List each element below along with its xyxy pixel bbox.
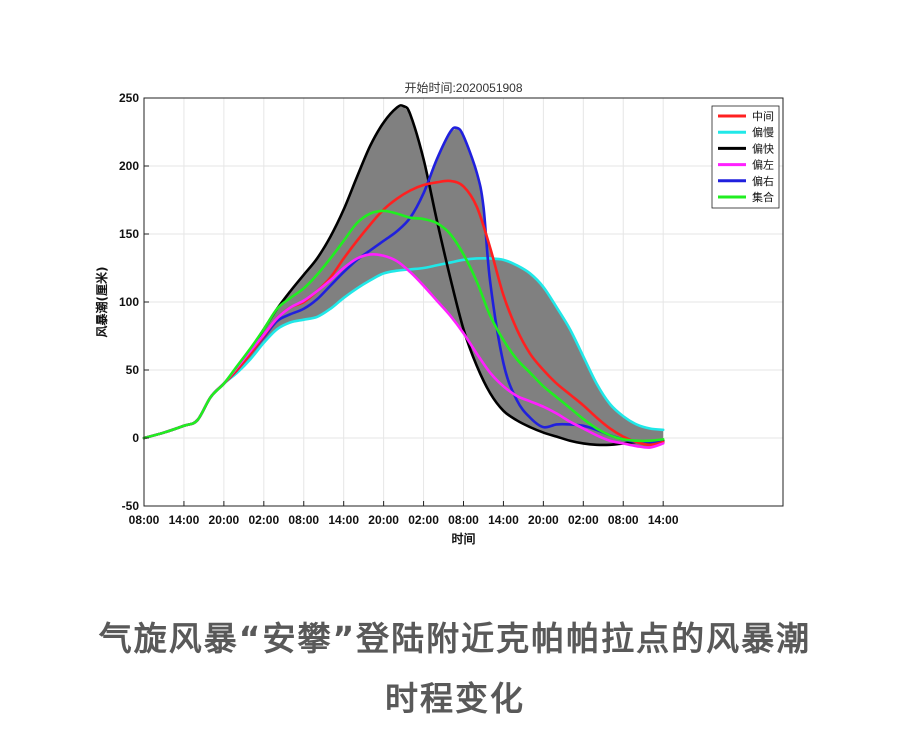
y-tick-label: -50 bbox=[122, 499, 140, 513]
plot-area bbox=[142, 104, 665, 449]
x-axis-label: 时间 bbox=[451, 531, 475, 546]
x-tick-label: 20:00 bbox=[528, 513, 559, 527]
x-tick-label: 14:00 bbox=[328, 513, 359, 527]
legend-box bbox=[711, 105, 780, 209]
y-tick-label: 250 bbox=[119, 91, 139, 105]
x-tick-label: 08:00 bbox=[448, 513, 479, 527]
legend-label: 中间 bbox=[752, 110, 774, 123]
x-tick-label: 08:00 bbox=[129, 513, 160, 527]
axis-ticks: -50 0 50 100 150 200 250 08:00 14:00 20:00 02:00 08… bbox=[119, 91, 679, 527]
y-tick-label: 150 bbox=[119, 227, 139, 241]
legend-label: 集合 bbox=[752, 190, 774, 204]
series-line-1 bbox=[142, 257, 665, 440]
y-tick-label: 200 bbox=[119, 159, 139, 173]
caption-line-2: 时程变化 bbox=[385, 679, 525, 718]
legend-label: 偏慢 bbox=[752, 125, 774, 139]
series-lines bbox=[142, 104, 665, 449]
storm-surge-chart: -50 0 50 100 150 200 250 08:00 14:00 20:00 02:00 08… bbox=[94, 81, 784, 546]
x-tick-label: 14:00 bbox=[648, 513, 679, 527]
x-tick-label: 08:00 bbox=[288, 513, 319, 527]
series-line-0 bbox=[142, 179, 665, 447]
x-tick-label: 02:00 bbox=[568, 513, 599, 527]
x-tick-label: 14:00 bbox=[169, 513, 200, 527]
y-tick-label: 0 bbox=[132, 431, 139, 445]
x-tick-label: 08:00 bbox=[608, 513, 639, 527]
ensemble-envelope bbox=[144, 106, 664, 448]
x-tick-label: 20:00 bbox=[368, 513, 399, 527]
legend-label: 偏左 bbox=[752, 158, 774, 172]
x-tick-label: 20:00 bbox=[209, 513, 240, 527]
y-tick-label: 50 bbox=[126, 363, 140, 377]
legend-label: 偏快 bbox=[752, 141, 774, 155]
x-tick-label: 14:00 bbox=[488, 513, 519, 527]
y-tick-label: 100 bbox=[119, 295, 139, 309]
caption-line-1: 气旋风暴“安攀”登陆附近克帕帕拉点的风暴潮 bbox=[98, 619, 812, 658]
x-tick-label: 02:00 bbox=[248, 513, 279, 527]
x-tick-label: 02:00 bbox=[408, 513, 439, 527]
chart-title: 开始时间:2020051908 bbox=[404, 81, 522, 95]
y-axis-label: 风暴潮(厘米) bbox=[94, 267, 109, 338]
series-line-5 bbox=[142, 209, 665, 443]
legend-label: 偏右 bbox=[752, 174, 774, 188]
